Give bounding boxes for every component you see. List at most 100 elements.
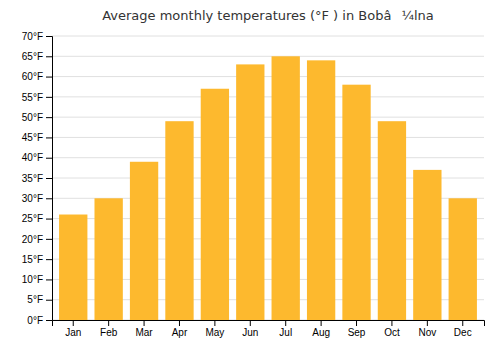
tick-label: 15°F	[22, 254, 43, 265]
tick-mark	[46, 117, 52, 118]
tick-mark	[73, 320, 74, 326]
tick-mark	[46, 137, 52, 138]
tick-label: Dec	[454, 327, 472, 338]
tick: Feb	[100, 320, 118, 338]
tick-label: 45°F	[22, 132, 43, 143]
tick-mark	[462, 320, 463, 326]
tick: 70°F	[22, 31, 52, 42]
tick-mark	[321, 320, 322, 326]
tick: 0°F	[27, 315, 52, 326]
tick-mark	[250, 320, 251, 326]
tick-label: 0°F	[27, 315, 43, 326]
tick: 35°F	[22, 173, 52, 184]
tick-label: 50°F	[22, 112, 43, 123]
grid-line	[52, 96, 484, 97]
tick-mark	[46, 77, 52, 78]
title: Average monthly temperatures (°F ) in Bo…	[102, 8, 434, 23]
tick-label: Oct	[384, 327, 400, 338]
bar	[307, 60, 335, 320]
tick: Dec	[454, 320, 472, 338]
grid	[52, 36, 484, 320]
bar	[272, 56, 300, 320]
tick-label: Feb	[100, 327, 118, 338]
tick-label: 10°F	[22, 274, 43, 285]
tick-mark	[46, 239, 52, 240]
tick-mark	[46, 178, 52, 179]
tick-label: 35°F	[22, 173, 43, 184]
tick-label: Aug	[312, 327, 330, 338]
tick: 20°F	[22, 234, 52, 245]
tick: Jul	[279, 320, 292, 338]
axis-line	[46, 37, 53, 321]
tick-mark	[46, 259, 52, 260]
tick-label: 30°F	[22, 193, 43, 204]
tick-mark	[356, 320, 357, 326]
bar	[130, 162, 158, 320]
tick: May	[205, 320, 224, 338]
tick-label: May	[205, 327, 224, 338]
tick: 50°F	[22, 112, 52, 123]
tick-mark	[46, 300, 52, 301]
tick: 5°F	[27, 294, 52, 305]
y-axis: 0°F5°F10°F15°F20°F25°F30°F35°F40°F45°F50…	[22, 31, 53, 326]
bar	[449, 198, 477, 320]
tick: Oct	[384, 320, 400, 338]
bar	[342, 85, 370, 320]
tick: Nov	[418, 320, 436, 338]
tick-label: 65°F	[22, 51, 43, 62]
tick-label: Apr	[172, 327, 188, 338]
tick: 10°F	[22, 274, 52, 285]
chart: 0°F5°F10°F15°F20°F25°F30°F35°F40°F45°F50…	[0, 0, 500, 350]
tick-mark	[391, 320, 392, 326]
tick: 40°F	[22, 152, 52, 163]
bar	[94, 198, 122, 320]
tick-label: 40°F	[22, 152, 43, 163]
tick-label: Jul	[279, 327, 292, 338]
tick: Apr	[172, 320, 188, 338]
bar	[413, 170, 441, 320]
tick-label: 60°F	[22, 71, 43, 82]
tick-mark	[214, 320, 215, 326]
grid-line	[52, 36, 484, 37]
bar	[165, 121, 193, 320]
tick-label: Jan	[65, 327, 81, 338]
tick-label: 55°F	[22, 92, 43, 103]
tick-mark	[46, 219, 52, 220]
tick: 55°F	[22, 92, 52, 103]
tick-mark	[46, 158, 52, 159]
tick-label: Mar	[135, 327, 153, 338]
tick-label: 5°F	[27, 294, 43, 305]
tick-mark	[46, 56, 52, 57]
bar	[201, 89, 229, 320]
tick-mark	[46, 97, 52, 98]
grid-line	[52, 76, 484, 77]
tick: 60°F	[22, 71, 52, 82]
tick-label: Jun	[242, 327, 258, 338]
x-axis: Jan Feb Mar Apr May Jun Jul Aug Sep Oct Nov Dec	[53, 320, 485, 338]
grid-line	[52, 137, 484, 138]
tick: 65°F	[22, 51, 52, 62]
tick-label: Nov	[418, 327, 436, 338]
tick-mark	[144, 320, 145, 326]
tick-mark	[46, 198, 52, 199]
tick-label: 20°F	[22, 234, 43, 245]
axis-line	[53, 321, 485, 327]
tick-mark	[179, 320, 180, 326]
tick-mark	[46, 320, 52, 321]
tick-mark	[108, 320, 109, 326]
grid-line	[52, 157, 484, 158]
bar	[378, 121, 406, 320]
tick: Sep	[348, 320, 366, 338]
tick: Aug	[312, 320, 330, 338]
tick-label: Sep	[348, 327, 366, 338]
bars	[59, 56, 477, 320]
tick-mark	[427, 320, 428, 326]
grid-line	[52, 56, 484, 57]
grid-line	[52, 117, 484, 118]
tick-mark	[285, 320, 286, 326]
tick: 30°F	[22, 193, 52, 204]
tick: Jan	[65, 320, 81, 338]
tick: 45°F	[22, 132, 52, 143]
tick: Jun	[242, 320, 258, 338]
tick: 15°F	[22, 254, 52, 265]
